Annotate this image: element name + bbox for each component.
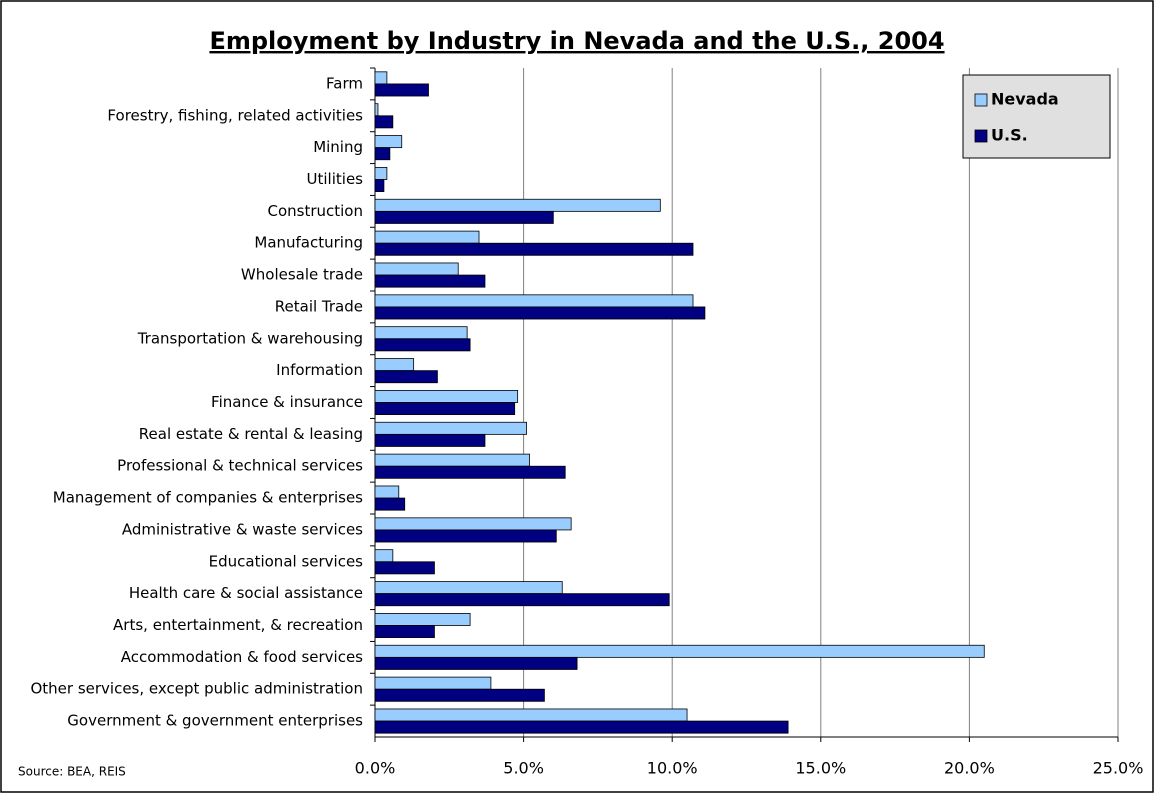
- y-tick-label: Forestry, fishing, related activities: [107, 106, 363, 124]
- bar: [374, 147, 391, 161]
- y-tick-label: Construction: [267, 202, 363, 220]
- bar: [374, 485, 400, 499]
- bar: [374, 656, 578, 670]
- bar: [374, 115, 394, 129]
- y-tick-label: Accommodation & food services: [121, 648, 363, 666]
- bar: [374, 83, 429, 97]
- bar: [374, 262, 459, 276]
- y-tick-label: Transportation & warehousing: [137, 329, 363, 347]
- bar: [374, 612, 471, 626]
- legend-label: Nevada: [991, 90, 1059, 109]
- bar: [374, 198, 661, 212]
- bar: [374, 306, 706, 320]
- y-tick-label: Information: [276, 361, 363, 379]
- bar: [374, 593, 670, 607]
- bar: [374, 103, 379, 117]
- y-tick-label: Retail Trade: [275, 297, 363, 315]
- bar: [374, 517, 572, 531]
- x-tick-label: 15.0%: [795, 759, 846, 778]
- y-tick-label: Health care & social assistance: [129, 584, 363, 602]
- y-tick-label: Other services, except public administra…: [30, 680, 363, 698]
- x-tick-label: 10.0%: [647, 759, 698, 778]
- bar: [374, 549, 394, 563]
- bar: [374, 242, 694, 256]
- y-tick-label: Wholesale trade: [241, 266, 363, 284]
- source-note: Source: BEA, REIS: [18, 765, 126, 779]
- bar: [374, 625, 435, 639]
- y-tick-label: Arts, entertainment, & recreation: [113, 616, 363, 634]
- bar: [374, 465, 566, 479]
- y-tick-label: Finance & insurance: [211, 393, 363, 411]
- y-tick-label: Professional & technical services: [117, 457, 363, 475]
- bar: [374, 644, 985, 658]
- y-tick-label: Educational services: [209, 552, 364, 570]
- bar: [374, 389, 519, 403]
- y-tick-label: Farm: [326, 74, 363, 92]
- bar: [374, 421, 527, 435]
- y-tick-label: Real estate & rental & leasing: [139, 425, 363, 443]
- bar: [374, 497, 406, 511]
- bar: [374, 688, 545, 702]
- x-tick-label: 0.0%: [355, 759, 396, 778]
- legend-label: U.S.: [991, 126, 1028, 145]
- x-tick-label: 20.0%: [944, 759, 995, 778]
- y-tick-label: Utilities: [307, 170, 364, 188]
- y-tick-label: Government & government enterprises: [67, 712, 363, 730]
- bar: [374, 676, 492, 690]
- y-tick-label: Mining: [313, 138, 363, 156]
- x-tick-label: 5.0%: [503, 759, 544, 778]
- bar: [374, 326, 468, 340]
- bar: [374, 338, 471, 352]
- bar: [374, 210, 554, 224]
- bar: [374, 358, 415, 372]
- y-tick-label: Management of companies & enterprises: [53, 489, 363, 507]
- x-tick-label: 25.0%: [1093, 759, 1144, 778]
- bar: [374, 179, 385, 193]
- bar: [374, 71, 388, 85]
- bar: [374, 708, 688, 722]
- legend-box: [962, 74, 1111, 159]
- bar: [374, 402, 516, 416]
- bar: [374, 166, 388, 180]
- chart-title: Employment by Industry in Nevada and the…: [209, 27, 944, 55]
- bar: [374, 294, 694, 308]
- bar: [374, 720, 789, 734]
- bar: [374, 453, 530, 467]
- bar: [374, 135, 403, 149]
- y-tick-label: Manufacturing: [254, 234, 363, 252]
- bar: [374, 529, 557, 543]
- y-tick-label: Administrative & waste services: [122, 520, 363, 538]
- bar: [374, 230, 480, 244]
- legend-swatch: [974, 93, 988, 107]
- bar: [374, 274, 486, 288]
- bar: [374, 370, 438, 384]
- bar: [374, 561, 435, 575]
- bar: [374, 581, 563, 595]
- legend-swatch: [974, 129, 988, 143]
- bar: [374, 433, 486, 447]
